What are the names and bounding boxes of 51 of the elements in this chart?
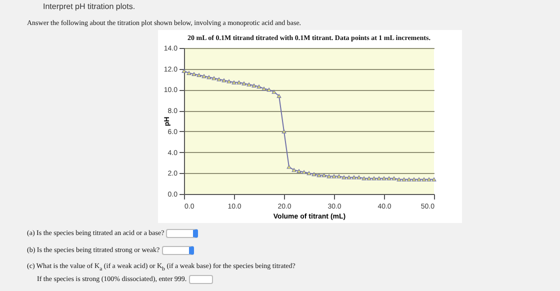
- point: [262, 86, 266, 91]
- point: [216, 77, 222, 82]
- point: [426, 177, 432, 182]
- point: [382, 176, 386, 180]
- point: [282, 130, 286, 134]
- point: [242, 82, 246, 86]
- point: [252, 84, 256, 88]
- point: [352, 175, 356, 180]
- point: [202, 74, 206, 78]
- point: [186, 71, 192, 75]
- point: [206, 75, 212, 80]
- point: [342, 175, 346, 180]
- point: [192, 72, 196, 76]
- point: [416, 177, 422, 182]
- point: [422, 177, 426, 182]
- point: [346, 175, 352, 180]
- point: [322, 173, 326, 178]
- point: [362, 176, 366, 180]
- point: [332, 174, 336, 178]
- point: [412, 177, 416, 182]
- point: [256, 84, 262, 89]
- point: [296, 169, 302, 173]
- point: [306, 171, 312, 176]
- point: [356, 175, 362, 180]
- point: [292, 168, 296, 172]
- point: [336, 174, 342, 178]
- point: [432, 177, 436, 182]
- point: [366, 176, 372, 180]
- point: [396, 177, 402, 182]
- point: [302, 170, 306, 174]
- point: [406, 177, 412, 182]
- point: [316, 173, 322, 178]
- point: [222, 78, 226, 82]
- point: [272, 90, 276, 94]
- point: [196, 73, 202, 78]
- point: [392, 176, 396, 180]
- point: [402, 177, 406, 182]
- point: [326, 174, 332, 178]
- point: [372, 176, 376, 180]
- point: [212, 76, 216, 80]
- point: [286, 164, 292, 169]
- point: [226, 79, 232, 84]
- point: [312, 172, 316, 176]
- point: [246, 82, 252, 86]
- point: [376, 176, 382, 180]
- point: [266, 88, 272, 92]
- text: Interpret pH titration plots.: [43, 2, 136, 11]
- point: [276, 94, 282, 98]
- point: [386, 176, 392, 180]
- point: [232, 80, 236, 84]
- point: [236, 80, 242, 84]
